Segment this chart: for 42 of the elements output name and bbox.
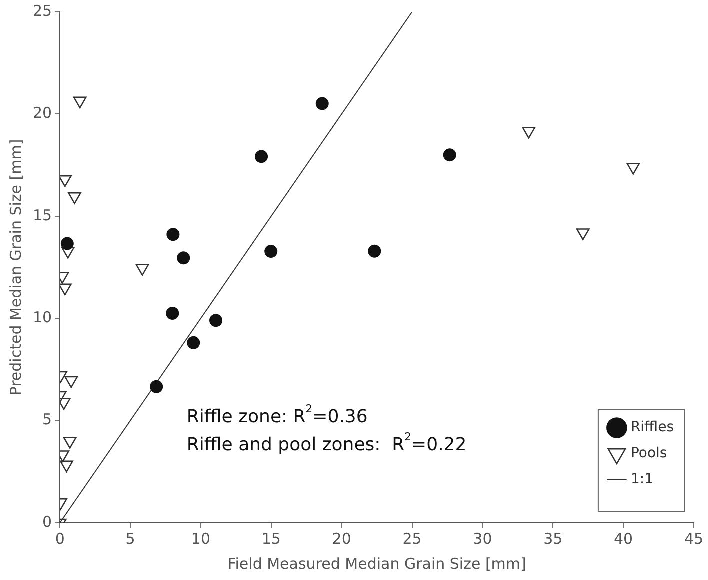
x-tick-label: 20 [332,530,352,548]
y-tick-label: 25 [32,2,52,20]
x-tick-label: 30 [473,530,492,548]
y-tick-label: 10 [32,308,52,326]
point [255,150,268,164]
point [166,228,180,242]
point [60,284,72,296]
point [136,264,150,276]
point [177,252,190,265]
point [60,237,74,250]
x-tick-label: 40 [614,530,634,548]
y-tick-label: 20 [32,104,52,122]
point [60,175,72,188]
x-tick-label: 0 [55,530,65,548]
point [368,244,382,258]
point [576,228,590,240]
x-axis-title: Field Measured Median Grain Size [mm] [228,554,526,573]
y-tick-label: 5 [42,410,52,429]
y-tick-label: 0 [42,512,52,531]
x-tick-label: 10 [191,530,211,548]
x-tick-label: 35 [544,530,563,548]
point [63,437,77,449]
point [626,162,640,175]
point [73,96,87,109]
y-tick-label: 15 [32,206,52,224]
point [68,192,82,204]
y-axis-title: Predicted Median Grain Size [mm] [6,139,25,396]
x-tick-label: 45 [684,530,704,548]
legend-label: Riffles [630,420,674,436]
point [443,148,456,162]
legend-label: Pools [630,446,668,462]
point [264,245,278,258]
point [210,314,223,328]
point [64,376,78,388]
x-tick-label: 15 [262,530,281,548]
point [316,97,329,110]
point [522,127,536,139]
point [61,247,75,259]
x-tick-label: 5 [126,530,136,548]
legend-label: 1:1 [630,472,654,488]
point [60,460,74,473]
x-tick-label: 25 [402,530,422,548]
